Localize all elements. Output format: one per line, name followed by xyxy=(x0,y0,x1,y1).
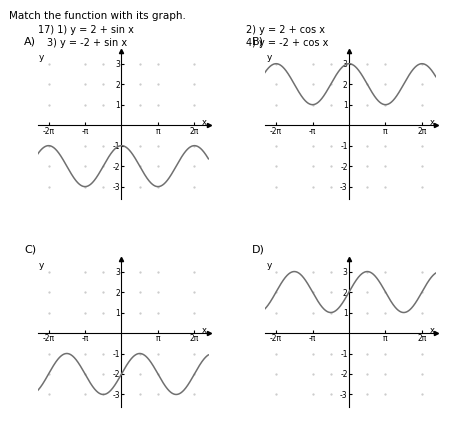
Text: x: x xyxy=(429,326,434,335)
Text: A): A) xyxy=(24,37,36,46)
Text: Match the function with its graph.: Match the function with its graph. xyxy=(9,11,186,21)
Text: D): D) xyxy=(252,245,264,254)
Text: x: x xyxy=(202,118,207,127)
Text: y: y xyxy=(266,261,272,270)
Text: 2) y = 2 + cos x: 2) y = 2 + cos x xyxy=(246,25,326,34)
Text: y: y xyxy=(266,53,272,62)
Text: 3) y = -2 + sin x: 3) y = -2 + sin x xyxy=(47,38,128,48)
Text: 17) 1) y = 2 + sin x: 17) 1) y = 2 + sin x xyxy=(38,25,134,34)
Text: C): C) xyxy=(24,245,36,254)
Text: y: y xyxy=(39,53,44,62)
Text: x: x xyxy=(202,326,207,335)
Text: B): B) xyxy=(252,37,264,46)
Text: x: x xyxy=(429,118,434,127)
Text: y: y xyxy=(39,261,44,270)
Text: 4) y = -2 + cos x: 4) y = -2 + cos x xyxy=(246,38,329,48)
